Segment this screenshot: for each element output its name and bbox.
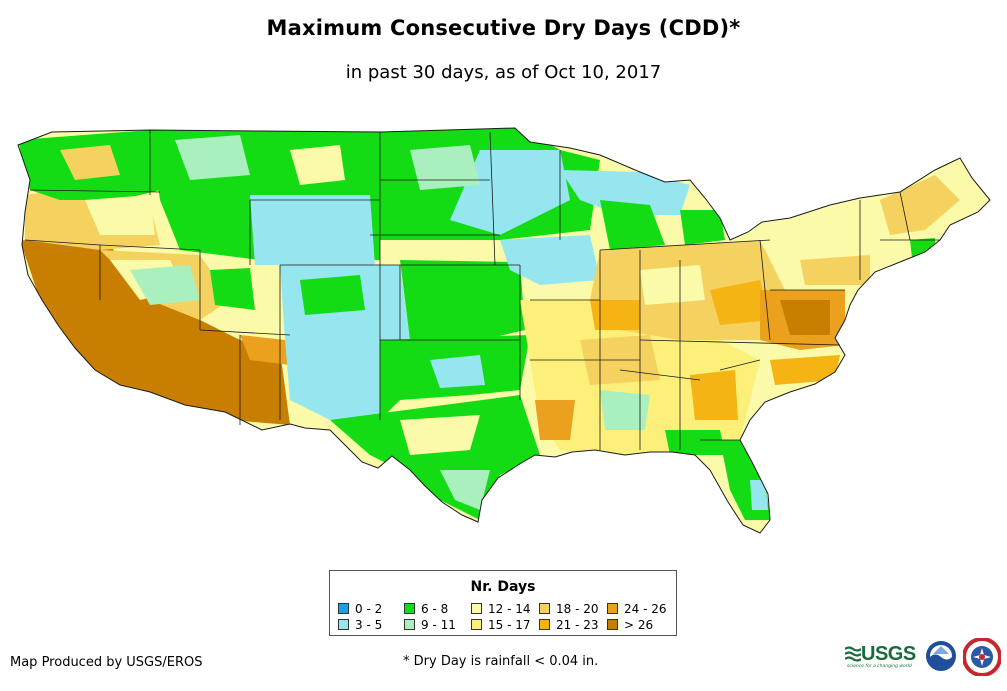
map-credit: Map Produced by USGS/EROS — [10, 655, 203, 670]
map-region-california — [20, 240, 290, 425]
legend-label: 6 - 8 — [421, 602, 449, 616]
legend-title: Nr. Days — [470, 579, 536, 595]
us-dry-days-map — [17, 127, 991, 534]
legend-item-12-14: 12 - 14 — [471, 603, 531, 615]
usgs-logo: USGS science for a changing world — [845, 643, 920, 669]
legend-item-over-26: > 26 — [607, 619, 653, 631]
legend-label: 18 - 20 — [556, 602, 599, 616]
legend-item-3-5: 3 - 5 — [338, 619, 382, 631]
nws-logo — [963, 638, 1001, 676]
map-title: Maximum Consecutive Dry Days (CDD)* — [266, 16, 741, 40]
legend-item-18-20: 18 - 20 — [539, 603, 599, 615]
legend-label: 21 - 23 — [556, 618, 599, 632]
legend-swatch — [471, 603, 482, 614]
legend-label: 0 - 2 — [355, 602, 383, 616]
usgs-wave-icon — [845, 646, 861, 662]
usgs-tagline: science for a changing world — [847, 664, 912, 669]
legend-swatch — [607, 603, 618, 614]
noaa-logo — [926, 641, 956, 671]
dry-day-footnote: * Dry Day is rainfall < 0.04 in. — [403, 654, 599, 669]
legend-swatch — [607, 619, 618, 630]
legend-label: 9 - 11 — [421, 618, 456, 632]
usgs-wordmark: USGS — [861, 643, 916, 665]
legend-swatch — [404, 619, 415, 630]
legend-swatch — [539, 619, 550, 630]
legend-swatch — [404, 603, 415, 614]
legend-label: 24 - 26 — [624, 602, 667, 616]
legend-label: 15 - 17 — [488, 618, 531, 632]
legend-item-0-2: 0 - 2 — [338, 603, 382, 615]
legend-swatch — [471, 619, 482, 630]
legend-item-21-23: 21 - 23 — [539, 619, 599, 631]
legend-item-6-8: 6 - 8 — [404, 603, 448, 615]
map-legend: Nr. Days 0 - 2 3 - 5 6 - 8 9 - 11 12 - 1… — [329, 570, 677, 636]
legend-label: > 26 — [624, 618, 654, 632]
legend-item-9-11: 9 - 11 — [404, 619, 456, 631]
legend-item-15-17: 15 - 17 — [471, 619, 531, 631]
legend-swatch — [338, 603, 349, 614]
legend-item-24-26: 24 - 26 — [607, 603, 667, 615]
map-subtitle: in past 30 days, as of Oct 10, 2017 — [345, 62, 662, 83]
legend-swatch — [338, 619, 349, 630]
legend-label: 3 - 5 — [355, 618, 383, 632]
legend-swatch — [539, 603, 550, 614]
legend-label: 12 - 14 — [488, 602, 531, 616]
